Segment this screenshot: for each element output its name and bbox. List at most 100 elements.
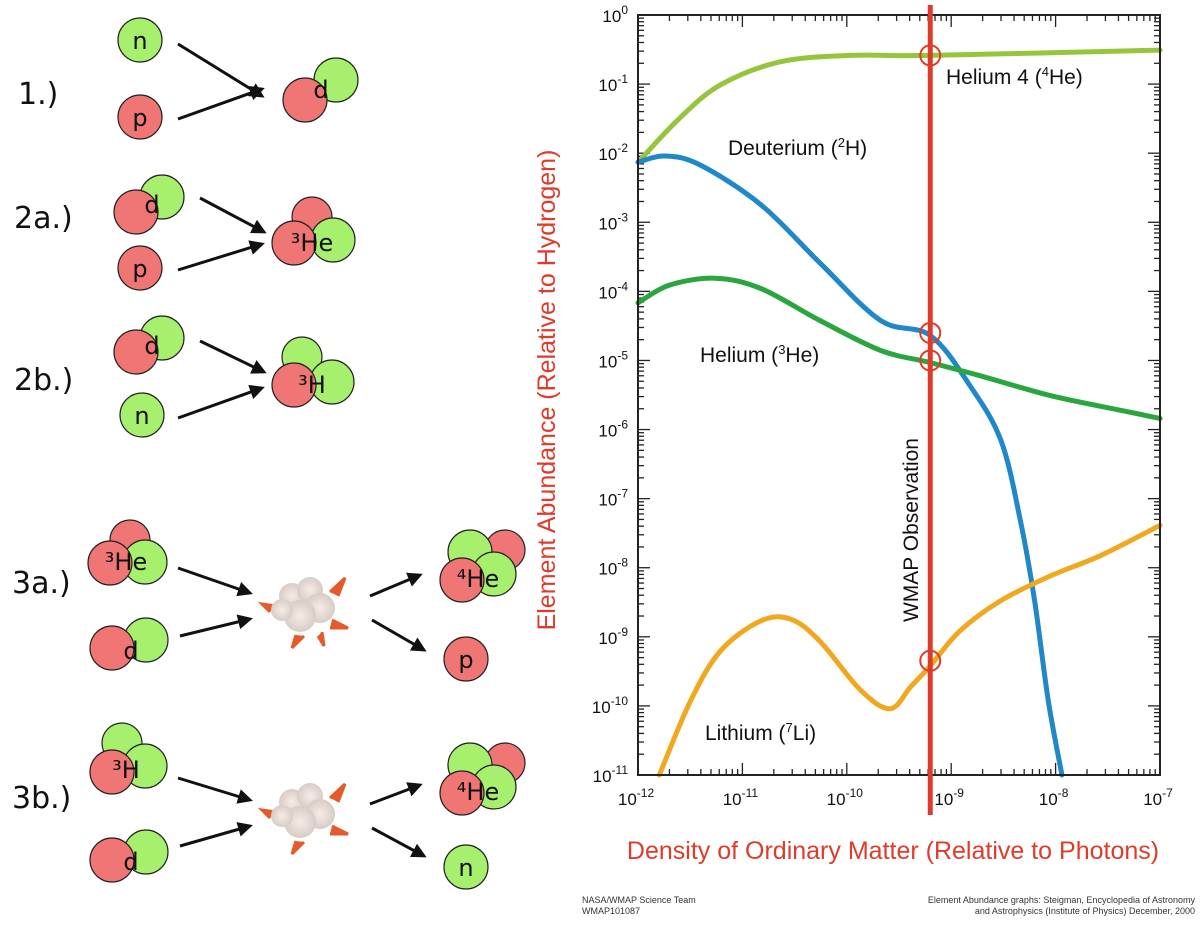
credit-left-line2: WMAP101087	[582, 906, 640, 916]
credit-right-line1: Element Abundance graphs: Steigman, Ency…	[928, 895, 1196, 905]
y-tick-label: 10-2	[598, 141, 628, 164]
svg-text:⁴He: ⁴He	[457, 565, 499, 593]
label-helium-3: Helium (3He)	[700, 342, 819, 367]
x-tick-label: 10-10	[827, 786, 864, 809]
arrow-icon	[177, 42, 265, 98]
x-tick-label: 10-11	[723, 786, 759, 809]
x-tick-label: 10-9	[934, 786, 964, 809]
y-tick-label: 10-3	[598, 210, 628, 233]
axis-ticks: 10-12 10-11 10-10 10-9 10-8 10-710010-110-210…	[592, 3, 1173, 809]
reaction-2b: 2b.) d n ³H	[14, 315, 355, 438]
credits: NASA/WMAP Science Team WMAP101087 Elemen…	[582, 895, 1195, 916]
tritium: ³H	[89, 722, 168, 795]
arrow-icon	[177, 240, 265, 272]
label-lithium: Lithium (7Li)	[705, 720, 816, 745]
arrow-icon	[177, 85, 265, 121]
y-tick-label: 100	[602, 3, 628, 26]
svg-text:d: d	[144, 191, 159, 219]
svg-text:³He: ³He	[291, 229, 333, 257]
svg-text:⁴He: ⁴He	[457, 778, 499, 806]
arrow-icon	[177, 566, 253, 597]
observation-marker	[919, 349, 942, 372]
svg-text:d: d	[313, 76, 328, 104]
y-tick-label: 10-11	[593, 763, 629, 786]
reaction-label: 3a.)	[12, 566, 71, 601]
x-tick-label: 10-12	[618, 786, 655, 809]
abundance-chart: 10-12 10-11 10-10 10-9 10-8 10-710010-110-210…	[533, 3, 1173, 865]
reaction-label: 3b.)	[12, 781, 71, 816]
y-tick-label: 10-1	[598, 72, 628, 95]
y-tick-label: 10-10	[592, 694, 629, 717]
series-line	[656, 522, 1163, 778]
series-line	[635, 47, 1163, 165]
helium-4: ⁴He	[439, 742, 526, 816]
arrow-icon	[369, 572, 423, 598]
reaction-2a: 2a.) d p ³He	[14, 174, 356, 291]
x-axis-title: Density of Ordinary Matter (Relative to …	[627, 837, 1159, 865]
label-helium-4: Helium 4 (4He)	[946, 64, 1083, 89]
arrow-icon	[371, 618, 427, 652]
arrow-icon	[179, 822, 253, 848]
deuteron: d	[89, 617, 169, 671]
reaction-3b: 3b.) ³H d ⁴He n	[12, 722, 526, 890]
arrow-icon	[369, 782, 423, 806]
neutron: n	[443, 844, 489, 890]
observation-marker	[919, 321, 942, 344]
deuteron: d	[89, 829, 169, 883]
neutron: n	[117, 17, 163, 63]
svg-text:d: d	[144, 332, 159, 360]
proton: p	[117, 245, 163, 291]
y-tick-label: 10-7	[598, 487, 628, 510]
y-tick-label: 10-8	[598, 556, 628, 579]
x-tick-label: 10-8	[1039, 786, 1069, 809]
series-lines	[635, 47, 1163, 778]
x-tick-label: 10-7	[1143, 786, 1173, 809]
svg-text:n: n	[134, 402, 149, 430]
series-line	[635, 275, 1163, 421]
explosion-icon	[257, 782, 349, 856]
arrow-icon	[371, 826, 427, 858]
reaction-label: 1.)	[18, 77, 58, 112]
series-line	[635, 153, 1065, 778]
reaction-1: 1.) n p d	[18, 17, 359, 140]
proton: p	[443, 636, 489, 682]
tritium: ³H	[271, 336, 355, 408]
reaction-3a: 3a.) ³He d ⁴He p	[12, 519, 526, 682]
arrow-icon	[177, 384, 265, 420]
observation-marker	[919, 44, 942, 67]
neutron: n	[119, 392, 165, 438]
reaction-label: 2a.)	[14, 201, 73, 236]
helium-3: ³He	[87, 519, 168, 586]
deuteron: d	[113, 174, 185, 235]
helium-3: ³He	[271, 196, 356, 266]
observation-marker	[919, 649, 942, 672]
svg-text:p: p	[132, 255, 147, 283]
helium-4: ⁴He	[439, 529, 526, 603]
svg-text:d: d	[123, 848, 138, 876]
svg-text:³He: ³He	[105, 548, 147, 576]
y-tick-label: 10-6	[598, 418, 628, 441]
plot-frame	[637, 14, 1161, 776]
wmap-label: WMAP Observation	[900, 438, 923, 622]
svg-text:n: n	[132, 27, 147, 55]
svg-text:n: n	[458, 854, 473, 882]
reaction-label: 2b.)	[14, 363, 73, 398]
wmap-observation: WMAP Observation	[900, 5, 942, 815]
arrow-icon	[199, 339, 267, 374]
deuteron: d	[113, 315, 185, 375]
svg-text:³H: ³H	[112, 756, 140, 784]
svg-text:p: p	[132, 104, 147, 132]
arrow-icon	[199, 196, 267, 234]
svg-text:p: p	[458, 646, 473, 674]
deuteron: d	[282, 57, 359, 123]
y-axis-title: Element Abundance (Relative to Hydrogen)	[533, 150, 561, 631]
credit-right-line2: and Astrophysics (Institute of Physics) …	[975, 906, 1195, 916]
arrow-icon	[177, 776, 253, 804]
credit-left-line1: NASA/WMAP Science Team	[582, 895, 696, 905]
label-deuterium: Deuterium (2H)	[728, 135, 867, 160]
y-tick-label: 10-5	[598, 348, 628, 371]
explosion-icon	[257, 576, 349, 650]
svg-text:d: d	[123, 637, 138, 665]
